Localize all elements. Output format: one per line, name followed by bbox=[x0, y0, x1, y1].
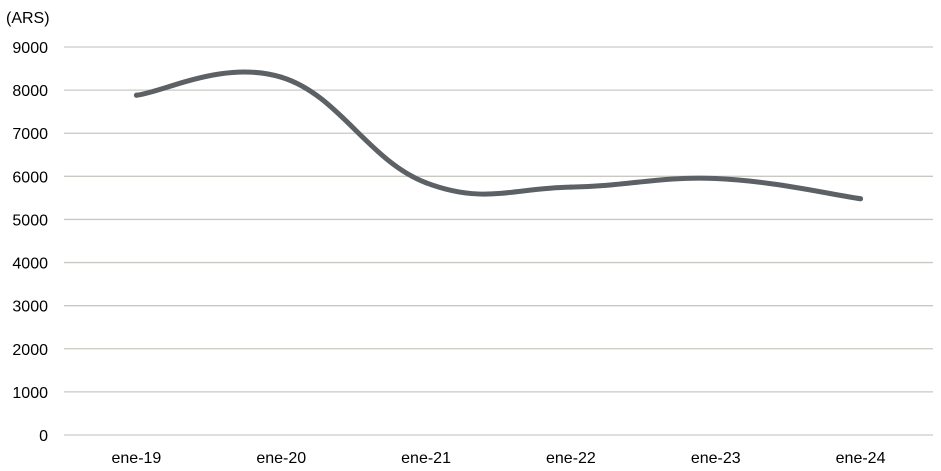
data-point-ene-22 bbox=[568, 184, 574, 190]
x-tick-label: ene-19 bbox=[112, 450, 162, 467]
gridlines bbox=[64, 46, 933, 436]
y-tick-label: 6000 bbox=[12, 169, 48, 186]
data-point-ene-19 bbox=[133, 92, 139, 98]
y-tick-label: 1000 bbox=[12, 385, 48, 402]
data-point-ene-23 bbox=[713, 175, 719, 181]
data-point-ene-21 bbox=[423, 180, 429, 186]
y-tick-label: 2000 bbox=[12, 342, 48, 359]
series-layer bbox=[133, 69, 864, 202]
y-tick-label: 3000 bbox=[12, 299, 48, 316]
x-tick-label: ene-24 bbox=[836, 450, 886, 467]
y-axis-tick-labels: 0 1000 2000 3000 4000 5000 6000 7000 8000 9000 bbox=[12, 40, 48, 445]
y-tick-label: 4000 bbox=[12, 256, 48, 273]
y-tick-label: 9000 bbox=[12, 40, 48, 57]
y-tick-label: 8000 bbox=[12, 83, 48, 100]
x-tick-label: ene-21 bbox=[401, 450, 451, 467]
x-tick-label: ene-23 bbox=[691, 450, 741, 467]
x-tick-label: ene-22 bbox=[546, 450, 596, 467]
data-point-ene-20 bbox=[278, 74, 284, 80]
series-line-0 bbox=[133, 69, 864, 202]
x-axis-tick-labels: ene-19 ene-20 ene-21 ene-22 ene-23 ene-24 bbox=[112, 450, 886, 467]
y-axis-unit-label: (ARS) bbox=[6, 10, 50, 27]
y-tick-label: 0 bbox=[39, 428, 48, 445]
data-point-ene-24 bbox=[858, 196, 864, 202]
y-tick-label: 7000 bbox=[12, 126, 48, 143]
y-tick-label: 5000 bbox=[12, 212, 48, 229]
x-tick-label: ene-20 bbox=[256, 450, 306, 467]
